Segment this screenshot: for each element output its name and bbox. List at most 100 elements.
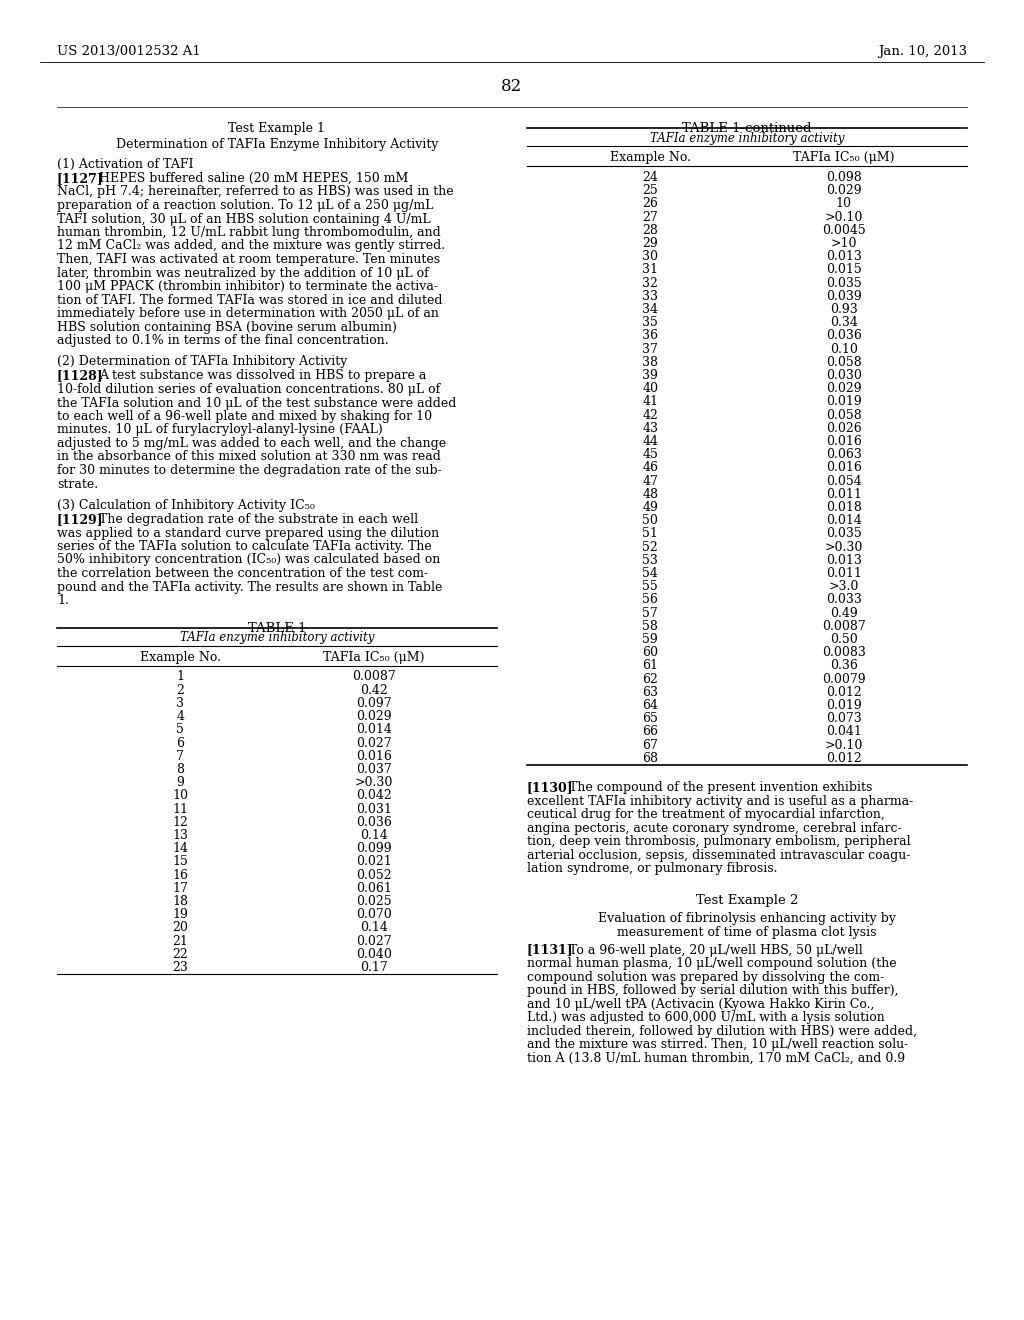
Text: 0.029: 0.029 (356, 710, 391, 723)
Text: later, thrombin was neutralized by the addition of 10 μL of: later, thrombin was neutralized by the a… (57, 267, 429, 280)
Text: To a 96-well plate, 20 μL/well HBS, 50 μL/well: To a 96-well plate, 20 μL/well HBS, 50 μ… (569, 944, 863, 957)
Text: 55: 55 (642, 581, 658, 593)
Text: 10: 10 (172, 789, 188, 803)
Text: 52: 52 (642, 541, 658, 553)
Text: 10: 10 (836, 198, 852, 210)
Text: tion of TAFI. The formed TAFIa was stored in ice and diluted: tion of TAFI. The formed TAFIa was store… (57, 293, 442, 306)
Text: [1131]: [1131] (527, 944, 573, 957)
Text: to each well of a 96-well plate and mixed by shaking for 10: to each well of a 96-well plate and mixe… (57, 411, 432, 422)
Text: >0.10: >0.10 (824, 739, 863, 751)
Text: 42: 42 (642, 409, 658, 421)
Text: 0.039: 0.039 (826, 290, 861, 302)
Text: 0.031: 0.031 (356, 803, 392, 816)
Text: 48: 48 (642, 488, 658, 500)
Text: 37: 37 (642, 343, 658, 355)
Text: 0.011: 0.011 (826, 488, 862, 500)
Text: 0.93: 0.93 (829, 304, 858, 315)
Text: 0.016: 0.016 (826, 462, 862, 474)
Text: 50: 50 (642, 515, 658, 527)
Text: >0.30: >0.30 (354, 776, 393, 789)
Text: 20: 20 (172, 921, 188, 935)
Text: 0.027: 0.027 (356, 935, 391, 948)
Text: compound solution was prepared by dissolving the com-: compound solution was prepared by dissol… (527, 970, 885, 983)
Text: 0.025: 0.025 (356, 895, 391, 908)
Text: adjusted to 5 mg/mL was added to each well, and the change: adjusted to 5 mg/mL was added to each we… (57, 437, 446, 450)
Text: and the mixture was stirred. Then, 10 μL/well reaction solu-: and the mixture was stirred. Then, 10 μL… (527, 1038, 908, 1051)
Text: series of the TAFIa solution to calculate TAFIa activity. The: series of the TAFIa solution to calculat… (57, 540, 432, 553)
Text: 14: 14 (172, 842, 188, 855)
Text: 22: 22 (172, 948, 188, 961)
Text: 50% inhibitory concentration (IC₅₀) was calculated based on: 50% inhibitory concentration (IC₅₀) was … (57, 553, 440, 566)
Text: 57: 57 (642, 607, 658, 619)
Text: 1.: 1. (57, 594, 69, 607)
Text: Then, TAFI was activated at room temperature. Ten minutes: Then, TAFI was activated at room tempera… (57, 253, 440, 267)
Text: arterial occlusion, sepsis, disseminated intravascular coagu-: arterial occlusion, sepsis, disseminated… (527, 849, 910, 862)
Text: human thrombin, 12 U/mL rabbit lung thrombomodulin, and: human thrombin, 12 U/mL rabbit lung thro… (57, 226, 440, 239)
Text: 68: 68 (642, 752, 658, 764)
Text: 0.058: 0.058 (826, 409, 861, 421)
Text: 24: 24 (642, 172, 658, 183)
Text: US 2013/0012532 A1: US 2013/0012532 A1 (57, 45, 201, 58)
Text: (3) Calculation of Inhibitory Activity IC₅₀: (3) Calculation of Inhibitory Activity I… (57, 499, 314, 512)
Text: tion A (13.8 U/mL human thrombin, 170 mM CaCl₂, and 0.9: tion A (13.8 U/mL human thrombin, 170 mM… (527, 1052, 905, 1064)
Text: 0.058: 0.058 (826, 356, 861, 368)
Text: >0.30: >0.30 (824, 541, 863, 553)
Text: [1130]: [1130] (527, 781, 573, 795)
Text: 33: 33 (642, 290, 658, 302)
Text: 44: 44 (642, 436, 658, 447)
Text: 0.14: 0.14 (359, 921, 388, 935)
Text: and 10 μL/well tPA (Activacin (Kyowa Hakko Kirin Co.,: and 10 μL/well tPA (Activacin (Kyowa Hak… (527, 998, 874, 1011)
Text: minutes. 10 μL of furylacryloyl-alanyl-lysine (FAAL): minutes. 10 μL of furylacryloyl-alanyl-l… (57, 424, 383, 437)
Text: 0.026: 0.026 (826, 422, 861, 434)
Text: 0.070: 0.070 (356, 908, 391, 921)
Text: TAFI solution, 30 μL of an HBS solution containing 4 U/mL: TAFI solution, 30 μL of an HBS solution … (57, 213, 431, 226)
Text: adjusted to 0.1% in terms of the final concentration.: adjusted to 0.1% in terms of the final c… (57, 334, 389, 347)
Text: 16: 16 (172, 869, 188, 882)
Text: TABLE 1-continued: TABLE 1-continued (682, 121, 812, 135)
Text: 23: 23 (172, 961, 188, 974)
Text: 0.17: 0.17 (359, 961, 388, 974)
Text: 0.42: 0.42 (359, 684, 388, 697)
Text: 0.054: 0.054 (826, 475, 861, 487)
Text: the correlation between the concentration of the test com-: the correlation between the concentratio… (57, 568, 428, 579)
Text: 0.0087: 0.0087 (352, 671, 395, 684)
Text: 39: 39 (642, 370, 658, 381)
Text: 12: 12 (172, 816, 188, 829)
Text: 58: 58 (642, 620, 658, 632)
Text: preparation of a reaction solution. To 12 μL of a 250 μg/mL: preparation of a reaction solution. To 1… (57, 199, 433, 213)
Text: 34: 34 (642, 304, 658, 315)
Text: Ltd.) was adjusted to 600,000 U/mL with a lysis solution: Ltd.) was adjusted to 600,000 U/mL with … (527, 1011, 885, 1024)
Text: (1) Activation of TAFI: (1) Activation of TAFI (57, 158, 194, 172)
Text: Test Example 2: Test Example 2 (696, 894, 798, 907)
Text: 0.040: 0.040 (356, 948, 392, 961)
Text: lation syndrome, or pulmonary fibrosis.: lation syndrome, or pulmonary fibrosis. (527, 862, 777, 875)
Text: 8: 8 (176, 763, 184, 776)
Text: 0.037: 0.037 (356, 763, 391, 776)
Text: >10: >10 (830, 238, 857, 249)
Text: strate.: strate. (57, 478, 98, 491)
Text: 41: 41 (642, 396, 658, 408)
Text: pound and the TAFIa activity. The results are shown in Table: pound and the TAFIa activity. The result… (57, 581, 442, 594)
Text: 0.033: 0.033 (826, 594, 862, 606)
Text: [1129]: [1129] (57, 513, 103, 525)
Text: 0.029: 0.029 (826, 383, 861, 395)
Text: 0.021: 0.021 (356, 855, 391, 869)
Text: ceutical drug for the treatment of myocardial infarction,: ceutical drug for the treatment of myoca… (527, 808, 885, 821)
Text: Test Example 1: Test Example 1 (228, 121, 326, 135)
Text: 0.018: 0.018 (826, 502, 862, 513)
Text: 11: 11 (172, 803, 188, 816)
Text: TAFIa enzyme inhibitory activity: TAFIa enzyme inhibitory activity (180, 631, 374, 644)
Text: 45: 45 (642, 449, 658, 461)
Text: 59: 59 (642, 634, 658, 645)
Text: TAFIa IC₅₀ (μM): TAFIa IC₅₀ (μM) (793, 150, 895, 164)
Text: 0.0087: 0.0087 (822, 620, 865, 632)
Text: 67: 67 (642, 739, 658, 751)
Text: 25: 25 (642, 185, 658, 197)
Text: 54: 54 (642, 568, 658, 579)
Text: The compound of the present invention exhibits: The compound of the present invention ex… (569, 781, 872, 795)
Text: 0.016: 0.016 (826, 436, 862, 447)
Text: 0.041: 0.041 (826, 726, 862, 738)
Text: 0.50: 0.50 (829, 634, 858, 645)
Text: measurement of time of plasma clot lysis: measurement of time of plasma clot lysis (617, 925, 877, 939)
Text: [1128]: [1128] (57, 370, 103, 383)
